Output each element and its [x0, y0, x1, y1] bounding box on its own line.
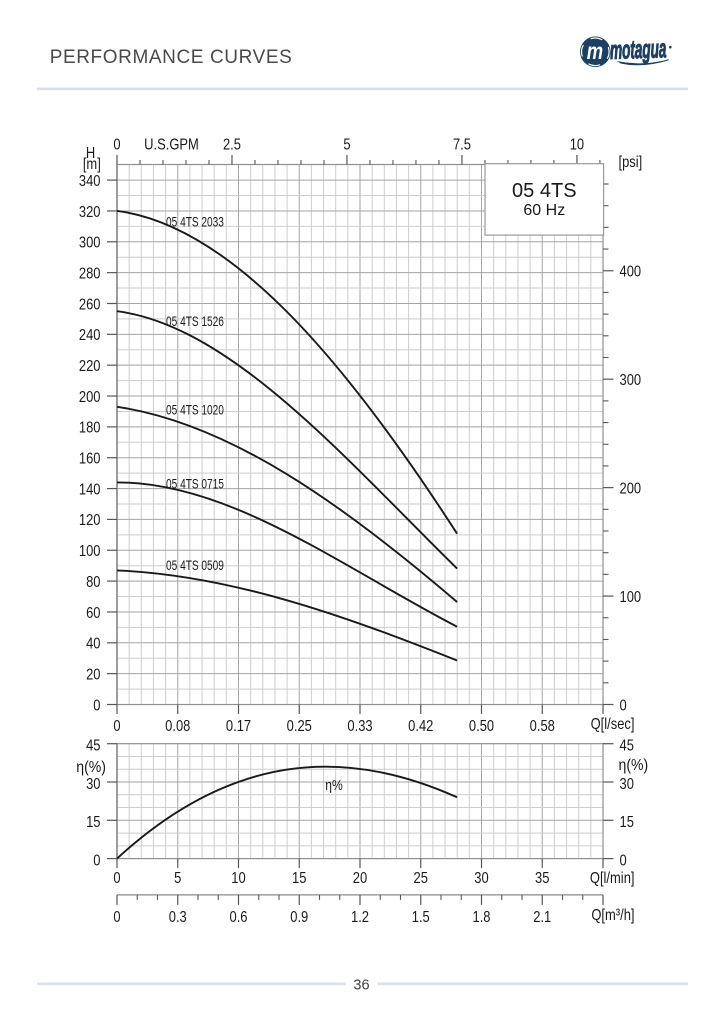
svg-text:180: 180 [79, 419, 101, 437]
svg-text:140: 140 [79, 481, 101, 499]
svg-text:36: 36 [353, 977, 369, 993]
svg-text:15: 15 [292, 870, 306, 888]
svg-text:340: 340 [79, 173, 101, 191]
svg-text:20: 20 [86, 666, 100, 684]
svg-text:60: 60 [86, 605, 100, 623]
svg-text:0.33: 0.33 [347, 718, 372, 736]
svg-text:25: 25 [414, 870, 428, 888]
svg-text:0: 0 [113, 870, 120, 888]
svg-text:2.1: 2.1 [533, 909, 551, 927]
svg-text:motagua: motagua [609, 35, 666, 65]
svg-text:160: 160 [79, 450, 101, 468]
svg-text:240: 240 [79, 327, 101, 345]
svg-text:320: 320 [79, 204, 101, 222]
svg-text:0.6: 0.6 [229, 909, 247, 927]
svg-text:1.8: 1.8 [472, 909, 490, 927]
svg-text:0.58: 0.58 [530, 718, 555, 736]
svg-text:0.9: 0.9 [290, 909, 308, 927]
svg-text:5: 5 [343, 136, 350, 154]
svg-text:05 4TS 2033: 05 4TS 2033 [166, 214, 224, 230]
svg-text:Q[m³/h]: Q[m³/h] [591, 907, 634, 925]
svg-text:0: 0 [620, 697, 627, 715]
svg-text:10: 10 [570, 136, 584, 154]
svg-text:35: 35 [535, 870, 549, 888]
svg-text:1.2: 1.2 [351, 909, 369, 927]
svg-text:η%: η% [325, 777, 343, 793]
svg-text:0.08: 0.08 [165, 718, 190, 736]
svg-text:0.3: 0.3 [169, 909, 187, 927]
svg-text:45: 45 [620, 737, 634, 755]
svg-text:400: 400 [620, 263, 642, 281]
svg-text:260: 260 [79, 296, 101, 314]
svg-text:0.42: 0.42 [408, 718, 433, 736]
svg-text:05 4TS 0715: 05 4TS 0715 [166, 476, 224, 492]
svg-text:30: 30 [474, 870, 488, 888]
svg-text:0: 0 [113, 718, 120, 736]
svg-text:20: 20 [353, 870, 367, 888]
svg-text:200: 200 [79, 389, 101, 407]
svg-text:0.25: 0.25 [287, 718, 312, 736]
svg-text:0: 0 [113, 136, 120, 154]
svg-text:05 4TS 1526: 05 4TS 1526 [166, 314, 224, 330]
svg-text:05 4TS 0509: 05 4TS 0509 [166, 557, 224, 573]
svg-text:30: 30 [86, 776, 100, 794]
svg-text:[psi]: [psi] [619, 154, 643, 172]
svg-text:PERFORMANCE CURVES: PERFORMANCE CURVES [50, 47, 293, 68]
svg-text:7.5: 7.5 [453, 136, 471, 154]
svg-text:Q[l/min]: Q[l/min] [590, 870, 635, 888]
svg-text:15: 15 [620, 814, 634, 832]
svg-text:2.5: 2.5 [223, 136, 241, 154]
svg-text:H: H [86, 145, 95, 163]
svg-text:Q[l/sec]: Q[l/sec] [591, 716, 635, 734]
svg-text:U.S.GPM: U.S.GPM [144, 136, 199, 154]
svg-text:300: 300 [620, 372, 642, 390]
svg-text:η(%): η(%) [619, 756, 649, 774]
svg-text:0: 0 [113, 909, 120, 927]
svg-text:45: 45 [86, 737, 100, 755]
svg-text:10: 10 [231, 870, 245, 888]
svg-text:0: 0 [93, 852, 100, 870]
svg-text:m: m [587, 39, 603, 64]
svg-text:40: 40 [86, 635, 100, 653]
svg-text:[m]: [m] [83, 156, 101, 174]
svg-text:30: 30 [620, 776, 634, 794]
svg-text:80: 80 [86, 574, 100, 592]
svg-text:0.50: 0.50 [469, 718, 494, 736]
svg-text:280: 280 [79, 265, 101, 283]
svg-text:5: 5 [174, 870, 181, 888]
svg-text:60 Hz: 60 Hz [523, 202, 565, 219]
svg-text:05 4TS 1020: 05 4TS 1020 [166, 402, 224, 418]
svg-text:300: 300 [79, 234, 101, 252]
svg-text:η(%): η(%) [76, 758, 106, 776]
svg-text:200: 200 [620, 480, 642, 498]
svg-text:1.5: 1.5 [412, 909, 430, 927]
svg-text:15: 15 [86, 814, 100, 832]
svg-text:05 4TS: 05 4TS [512, 180, 576, 202]
svg-text:0: 0 [93, 697, 100, 715]
svg-text:100: 100 [620, 589, 642, 607]
svg-text:220: 220 [79, 358, 101, 376]
svg-text:0.17: 0.17 [226, 718, 251, 736]
svg-text:100: 100 [79, 543, 101, 561]
svg-text:120: 120 [79, 512, 101, 530]
svg-text:0: 0 [620, 852, 627, 870]
